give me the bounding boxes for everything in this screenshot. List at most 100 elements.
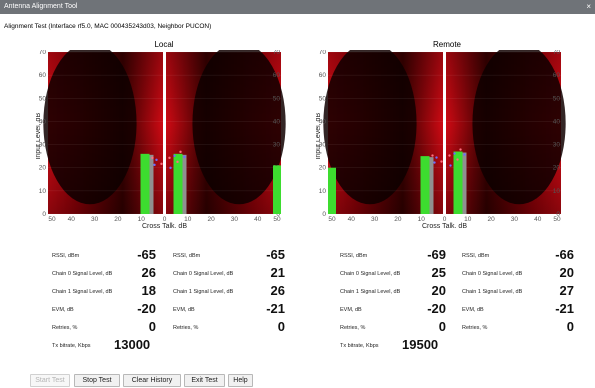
stat-value: 25 bbox=[431, 265, 446, 280]
remote-a-evm: EVM, dB -20 bbox=[340, 298, 446, 316]
y-tick-label: 0 bbox=[276, 211, 280, 218]
center-divider bbox=[163, 52, 166, 214]
y-tick-label: 40 bbox=[319, 118, 327, 125]
y-tick-label: 0 bbox=[322, 211, 326, 218]
chain1-level-shadow bbox=[462, 152, 467, 214]
x-tick-label: 20 bbox=[114, 216, 122, 223]
y-axis-title: Input Level, dB bbox=[36, 113, 42, 160]
x-tick-label: 10 bbox=[464, 216, 472, 223]
y-tick-label: 50 bbox=[553, 95, 561, 102]
local-stats: RSSI, dBm -65 Chain 0 Signal Level, dB 2… bbox=[52, 244, 312, 354]
y-tick-label: 50 bbox=[319, 95, 327, 102]
x-tick-label: 10 bbox=[418, 216, 426, 223]
local-panel-title: Local bbox=[154, 40, 174, 49]
history-marker bbox=[183, 155, 186, 159]
history-marker bbox=[153, 163, 156, 167]
x-tick-label: 30 bbox=[371, 216, 379, 223]
y-tick-label: 10 bbox=[553, 188, 561, 195]
x-tick-label: 0 bbox=[163, 216, 167, 223]
stat-label: Chain 0 Signal Level, dB bbox=[340, 271, 401, 277]
history-marker bbox=[155, 158, 158, 162]
chain0-level-bar bbox=[140, 153, 150, 214]
y-tick-label: 60 bbox=[273, 72, 281, 79]
stat-label: Chain 0 Signal Level, dB bbox=[462, 271, 523, 277]
stat-value: 0 bbox=[438, 319, 446, 334]
local-b-chain1: Chain 1 Signal Level, dB 26 bbox=[173, 280, 285, 298]
start-test-button[interactable]: Start Test bbox=[30, 374, 70, 387]
clear-history-button[interactable]: Clear History bbox=[123, 374, 181, 387]
y-tick-label: 40 bbox=[273, 118, 281, 125]
stat-label: Chain 1 Signal Level, dB bbox=[462, 289, 523, 295]
x-tick-label: 30 bbox=[91, 216, 99, 223]
x-tick-label: 40 bbox=[254, 216, 262, 223]
y-tick-label: 70 bbox=[273, 50, 281, 56]
history-marker bbox=[448, 154, 451, 157]
stat-value: -66 bbox=[555, 247, 574, 262]
remote-a-rssi: RSSI, dBm -69 bbox=[340, 244, 446, 262]
y-tick-label: 60 bbox=[39, 72, 47, 79]
y-tick-label: 30 bbox=[319, 142, 327, 149]
stat-value: 27 bbox=[559, 283, 574, 298]
stat-value: 26 bbox=[270, 283, 285, 298]
y-tick-label: 20 bbox=[319, 165, 327, 172]
y-tick-label: 50 bbox=[39, 95, 47, 102]
history-marker bbox=[449, 164, 452, 167]
stat-value: -65 bbox=[266, 247, 285, 262]
stat-label: Retries, % bbox=[462, 325, 488, 331]
test-subtitle: Alignment Test (Interface rf5.0, MAC 000… bbox=[4, 23, 212, 30]
y-tick-label: 0 bbox=[42, 211, 46, 218]
history-marker bbox=[459, 148, 462, 151]
exit-test-button[interactable]: Exit Test bbox=[184, 374, 225, 387]
y-axis-title: Input Level, dB bbox=[316, 113, 322, 160]
window-title: Antenna Alignment Tool bbox=[4, 3, 78, 10]
stat-value: 21 bbox=[270, 265, 285, 280]
x-tick-label: 10 bbox=[138, 216, 146, 223]
y-tick-label: 40 bbox=[39, 118, 47, 125]
remote-panel-title: Remote bbox=[432, 40, 461, 49]
x-tick-label: 20 bbox=[487, 216, 495, 223]
stop-test-button[interactable]: Stop Test bbox=[74, 374, 120, 387]
remote-b-chain0: Chain 0 Signal Level, dB 20 bbox=[462, 262, 574, 280]
stat-label: Chain 0 Signal Level, dB bbox=[173, 271, 234, 277]
x-tick-label: 30 bbox=[511, 216, 519, 223]
local-a-chain0: Chain 0 Signal Level, dB 26 bbox=[52, 262, 156, 280]
x-tick-label: 50 bbox=[273, 216, 281, 223]
remote-a-chain1: Chain 1 Signal Level, dB 20 bbox=[340, 280, 446, 298]
stat-label: EVM, dB bbox=[173, 307, 195, 313]
local-b-rssi: RSSI, dBm -65 bbox=[173, 244, 285, 262]
local-a-rssi: RSSI, dBm -65 bbox=[52, 244, 156, 262]
stat-label: RSSI, dBm bbox=[462, 253, 490, 259]
history-marker bbox=[433, 161, 436, 164]
x-tick-label: 40 bbox=[534, 216, 542, 223]
chain1-level-bar bbox=[453, 151, 463, 214]
y-tick-label: 50 bbox=[273, 95, 281, 102]
stat-value: 0 bbox=[148, 319, 156, 334]
remote-a-tx-bitrate: Tx bitrate, Kbps 19500 bbox=[340, 334, 470, 352]
chain0-level-shadow bbox=[149, 154, 154, 214]
history-marker bbox=[453, 152, 456, 155]
x-tick-label: 50 bbox=[553, 216, 561, 223]
chain0-level-shadow bbox=[429, 157, 434, 214]
stat-label: Tx bitrate, Kbps bbox=[340, 343, 379, 349]
local-b-retries: Retries, % 0 bbox=[173, 316, 285, 334]
edge-level-bar bbox=[273, 165, 281, 214]
x-tick-label: 20 bbox=[207, 216, 215, 223]
help-button[interactable]: Help bbox=[228, 374, 253, 387]
local-b-chain0: Chain 0 Signal Level, dB 21 bbox=[173, 262, 285, 280]
y-tick-label: 30 bbox=[553, 142, 561, 149]
window-titlebar: Antenna Alignment Tool × bbox=[0, 0, 595, 14]
y-tick-label: 40 bbox=[553, 118, 561, 125]
remote-stats: RSSI, dBm -69 Chain 0 Signal Level, dB 2… bbox=[340, 244, 595, 354]
y-tick-label: 20 bbox=[39, 165, 47, 172]
local-a-retries: Retries, % 0 bbox=[52, 316, 156, 334]
y-tick-label: 70 bbox=[39, 50, 47, 56]
close-icon[interactable]: × bbox=[586, 2, 591, 11]
stat-label: RSSI, dBm bbox=[173, 253, 201, 259]
stat-value: -20 bbox=[137, 301, 156, 316]
stat-value: 18 bbox=[141, 283, 156, 298]
center-divider bbox=[443, 52, 446, 214]
stat-value: 26 bbox=[141, 265, 156, 280]
history-marker bbox=[440, 160, 443, 163]
local-b-evm: EVM, dB -21 bbox=[173, 298, 285, 316]
